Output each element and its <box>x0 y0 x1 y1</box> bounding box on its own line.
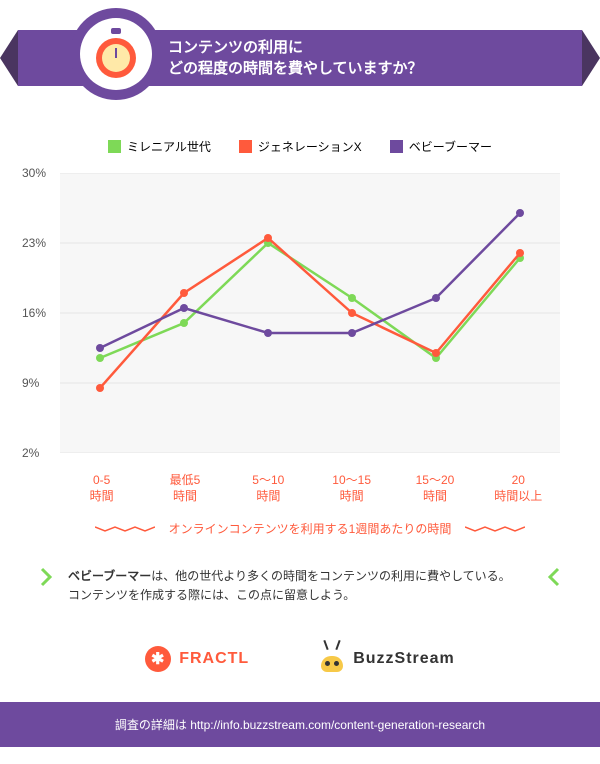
legend-item: ジェネレーションX <box>239 138 362 155</box>
x-tick-label: 10〜15時間 <box>310 473 393 504</box>
data-point <box>96 354 104 362</box>
y-tick-label: 2% <box>22 446 39 460</box>
fractl-icon: ✱ <box>145 646 171 672</box>
legend-label: ミレニアル世代 <box>127 138 211 155</box>
footer-bar: 調査の詳細は http://info.buzzstream.com/conten… <box>0 702 600 747</box>
fractl-logo: ✱ FRACTL <box>145 646 249 672</box>
y-tick-label: 30% <box>22 166 46 180</box>
data-point <box>180 304 188 312</box>
buzzstream-logo: BuzzStream <box>319 646 455 672</box>
data-point <box>348 294 356 302</box>
bee-icon <box>319 646 345 672</box>
legend-item: ミレニアル世代 <box>108 138 211 155</box>
data-point <box>264 234 272 242</box>
x-tick-label: 5〜10時間 <box>227 473 310 504</box>
logos-row: ✱ FRACTL BuzzStream <box>0 606 600 702</box>
x-tick-label: 20時間以上 <box>477 473 560 504</box>
x-tick-label: 最低5時間 <box>143 473 226 504</box>
chevron-right-icon <box>40 567 54 587</box>
x-axis-title: オンラインコンテンツを利用する1週間あたりの時間 <box>169 520 452 537</box>
data-point <box>516 249 524 257</box>
footer-url: http://info.buzzstream.com/content-gener… <box>190 718 485 732</box>
x-axis-title-row: オンラインコンテンツを利用する1週間あたりの時間 <box>0 504 600 537</box>
legend-label: ベビーブーマー <box>409 138 492 155</box>
y-tick-label: 23% <box>22 236 46 250</box>
series-line <box>100 243 520 358</box>
chevron-left-icon <box>546 567 560 587</box>
x-tick-label: 0-5時間 <box>60 473 143 504</box>
legend-label: ジェネレーションX <box>258 138 362 155</box>
data-point <box>264 329 272 337</box>
stopwatch-badge <box>70 8 162 100</box>
data-point <box>96 344 104 352</box>
zigzag-right-icon <box>465 525 525 533</box>
legend-swatch <box>239 140 252 153</box>
data-point <box>516 209 524 217</box>
insight-note: ベビーブーマーは、他の世代より多くの時間をコンテンツの利用に費やしている。 コン… <box>40 567 560 605</box>
header-banner: コンテンツの利用に どの程度の時間を費やしていますか？ <box>0 0 600 110</box>
legend: ミレニアル世代 ジェネレーションX ベビーブーマー <box>0 110 600 173</box>
zigzag-left-icon <box>95 525 155 533</box>
x-tick-label: 15〜20時間 <box>393 473 476 504</box>
legend-swatch <box>108 140 121 153</box>
data-point <box>348 309 356 317</box>
legend-item: ベビーブーマー <box>390 138 492 155</box>
y-tick-label: 9% <box>22 376 39 390</box>
stopwatch-icon <box>92 30 140 78</box>
x-axis-labels: 0-5時間最低5時間5〜10時間10〜15時間15〜20時間20時間以上 <box>0 463 600 504</box>
data-point <box>180 289 188 297</box>
y-tick-label: 16% <box>22 306 46 320</box>
line-chart: 2%9%16%23%30% <box>60 173 560 453</box>
data-point <box>180 319 188 327</box>
legend-swatch <box>390 140 403 153</box>
infographic: コンテンツの利用に どの程度の時間を費やしていますか？ ミレニアル世代 ジェネレー… <box>0 0 600 747</box>
data-point <box>96 384 104 392</box>
data-point <box>432 349 440 357</box>
data-point <box>348 329 356 337</box>
data-point <box>432 294 440 302</box>
